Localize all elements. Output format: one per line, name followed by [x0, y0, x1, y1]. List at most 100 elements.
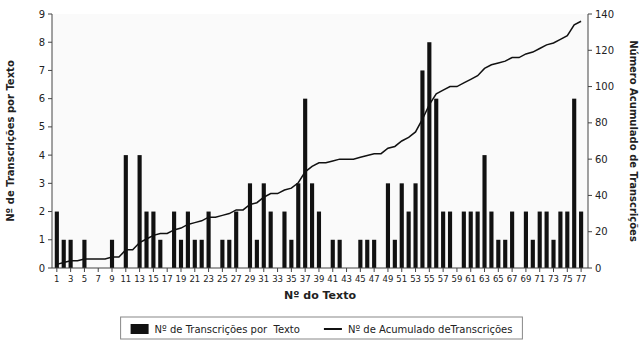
bar [331, 240, 335, 268]
bar [179, 240, 183, 268]
bar [207, 212, 211, 268]
x-tick-label: 75 [562, 274, 573, 284]
bar [572, 99, 576, 268]
legend-label: Nº de Transcrições por Texto [155, 324, 300, 335]
legend-label: Nº de Acumulado deTranscrições [348, 324, 512, 335]
x-tick-label: 43 [341, 274, 352, 284]
x-tick [484, 268, 485, 272]
y-tick-label: 5 [39, 121, 45, 132]
bar [358, 240, 362, 268]
x-tick [415, 268, 416, 272]
x-tick-label: 61 [465, 274, 476, 284]
cumulative-line [57, 21, 581, 264]
y-tick-label: 9 [39, 9, 45, 20]
x-tick-label: 15 [148, 274, 159, 284]
bar [82, 240, 86, 268]
x-tick-label: 67 [507, 274, 518, 284]
x-tick [125, 268, 126, 272]
bar [441, 212, 445, 268]
x-tick [263, 268, 264, 272]
bar [413, 183, 417, 268]
y2-tick-label: 120 [595, 45, 614, 56]
x-tick-label: 41 [327, 274, 338, 284]
x-tick [70, 268, 71, 272]
y-tick-label: 8 [39, 37, 45, 48]
y2-tick [588, 195, 592, 196]
y-tick-label: 1 [39, 234, 45, 245]
y-tick-label: 6 [39, 93, 45, 104]
y-tick [48, 14, 52, 15]
legend-swatch [324, 328, 342, 330]
y-axis-line [52, 14, 53, 268]
x-tick [153, 268, 154, 272]
x-tick-label: 31 [258, 274, 269, 284]
x-tick [456, 268, 457, 272]
bar [531, 240, 535, 268]
x-tick-label: 35 [286, 274, 297, 284]
bar [248, 183, 252, 268]
bar [476, 212, 480, 268]
x-tick [387, 268, 388, 272]
y-tick [48, 126, 52, 127]
bar [193, 240, 197, 268]
x-tick [360, 268, 361, 272]
x-tick-label: 27 [231, 274, 242, 284]
x-tick-label: 45 [355, 274, 366, 284]
y2-tick-label: 40 [595, 190, 608, 201]
bar [227, 240, 231, 268]
y-tick [48, 98, 52, 99]
x-tick [167, 268, 168, 272]
x-tick-label: 77 [576, 274, 587, 284]
legend: Nº de Transcrições por Texto Nº de Acumul… [121, 317, 523, 339]
x-tick-label: 73 [548, 274, 559, 284]
x-tick-label: 69 [521, 274, 532, 284]
y2-tick-label: 60 [595, 154, 608, 165]
y-tick-label: 7 [39, 65, 45, 76]
bar [158, 240, 162, 268]
x-tick-label: 13 [134, 274, 145, 284]
x-tick [112, 268, 113, 272]
bar [489, 212, 493, 268]
x-tick-label: 23 [203, 274, 214, 284]
x-tick [525, 268, 526, 272]
legend-box [121, 317, 523, 339]
x-tick-label: 63 [479, 274, 490, 284]
bar [510, 212, 514, 268]
y2-tick-label: 0 [595, 263, 601, 274]
x-tick-label: 53 [410, 274, 421, 284]
bar [282, 212, 286, 268]
y2-tick [588, 268, 592, 269]
bar [310, 183, 314, 268]
bar [186, 212, 190, 268]
x-tick-label: 57 [438, 274, 449, 284]
x-tick-label: 1 [54, 274, 59, 284]
x-tick [581, 268, 582, 272]
x-tick [56, 268, 57, 272]
bar [427, 42, 431, 268]
bar [372, 240, 376, 268]
bar [407, 212, 411, 268]
y2-tick [588, 50, 592, 51]
y2-tick [588, 122, 592, 123]
y-tick [48, 70, 52, 71]
y-tick-label: 4 [39, 150, 45, 161]
bar [448, 212, 452, 268]
y-tick [48, 211, 52, 212]
y2-tick-label: 20 [595, 226, 608, 237]
x-tick [98, 268, 99, 272]
bar [296, 183, 300, 268]
x-tick-label: 25 [217, 274, 228, 284]
plot-background [52, 14, 588, 268]
x-tick-label: 47 [369, 274, 380, 284]
legend-swatch [131, 324, 149, 334]
bar [55, 212, 59, 268]
marks [55, 21, 583, 268]
y2-tick [588, 159, 592, 160]
x-tick [305, 268, 306, 272]
x-tick [222, 268, 223, 272]
bar [172, 212, 176, 268]
y2-axis-label: Número Acumulado de Transcrições [628, 40, 639, 242]
x-tick [567, 268, 568, 272]
legend-item: Nº de Transcrições por Texto [131, 324, 300, 335]
bar [151, 212, 155, 268]
